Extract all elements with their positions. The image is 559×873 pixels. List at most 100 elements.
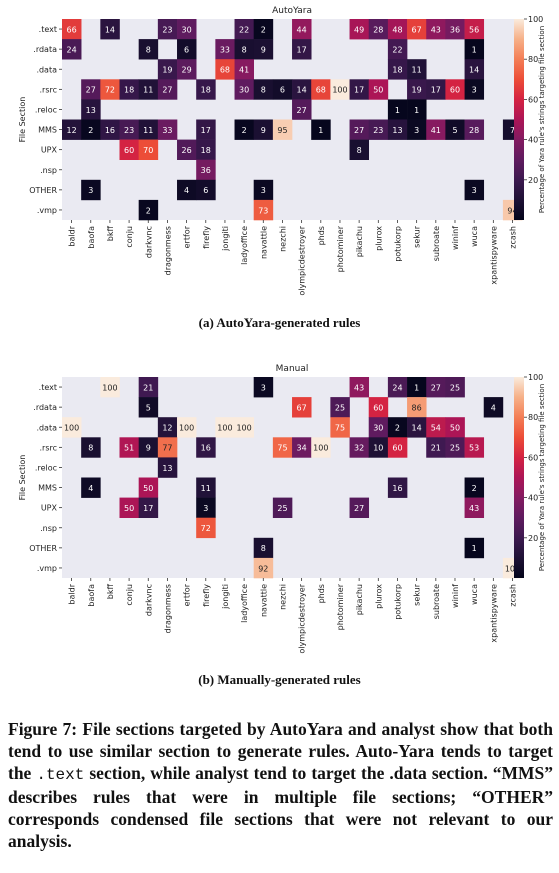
heatmap-cell-label: 14: [297, 86, 307, 95]
autoyara-heatmap-panel: 66 14 23 30 22 2 44 49 28 48 67 43 36 56 24 8 6 33 8 9 17 22 1…: [0, 0, 559, 310]
heatmap-cell-label: 8: [261, 544, 266, 553]
heatmap-cell: [177, 417, 197, 438]
heatmap-cell: [62, 119, 82, 140]
heatmap-cell: [464, 79, 485, 100]
colorbar: [514, 377, 524, 578]
y-tick-label: UPX: [41, 146, 58, 155]
heatmap-cell: [215, 59, 235, 80]
heatmap-cell: [119, 497, 139, 518]
heatmap-cell: [349, 79, 370, 100]
heatmap-cell-label: 12: [162, 424, 172, 433]
x-tick-label: bkff: [106, 226, 115, 242]
heatmap-cell-label: 14: [412, 424, 422, 433]
heatmap-cell-label: 36: [201, 166, 211, 175]
heatmap-cell-label: 36: [450, 25, 460, 34]
heatmap-cell: [119, 79, 139, 100]
heatmap-cell-label: 28: [373, 25, 383, 34]
y-tick-label: .reloc: [35, 105, 57, 114]
y-tick-label: .rsrc: [39, 443, 57, 452]
heatmap-cell: [387, 437, 408, 458]
x-tick-label: sekur: [413, 583, 422, 606]
heatmap-cell: [445, 19, 465, 40]
heatmap-cell-label: 100: [236, 424, 251, 433]
heatmap-cell: [138, 497, 159, 518]
heatmap-cell-label: 18: [124, 86, 134, 95]
heatmap-cell-label: 1: [318, 126, 323, 135]
heatmap-cell-label: 11: [201, 484, 211, 493]
heatmap-cell: [138, 437, 159, 458]
heatmap-cell-label: 32: [354, 444, 364, 453]
heatmap-cell: [196, 159, 216, 181]
heatmap-cell: [196, 79, 216, 100]
heatmap-cell: [368, 397, 389, 418]
heatmap-cell-label: 1: [414, 106, 419, 115]
heatmap-cell-label: 50: [373, 86, 383, 95]
heatmap-cell-label: 16: [392, 484, 402, 493]
heatmap-cell-label: 95: [277, 126, 287, 135]
heatmap-cell: [196, 179, 216, 201]
heatmap-cell: [464, 437, 485, 458]
x-tick-label: bkff: [106, 584, 115, 600]
heatmap-cell: [368, 417, 389, 438]
heatmap-cell: [349, 377, 370, 398]
heatmap-cell-label: 22: [239, 25, 249, 34]
heatmap-cell-label: 13: [392, 126, 402, 135]
heatmap-cell-label: 25: [450, 444, 460, 453]
heatmap-cell-label: 24: [66, 45, 76, 54]
x-tick-label: sekur: [413, 225, 422, 248]
heatmap-cell: [138, 119, 159, 140]
x-tick-label: ladyoffice: [240, 584, 249, 623]
colorbar-tick-label: 20: [528, 534, 538, 543]
heatmap-cell-label: 27: [431, 383, 441, 392]
heatmap-cell-label: 100: [505, 564, 520, 573]
x-tick-label: subroate: [432, 226, 441, 261]
heatmap-cell: [311, 437, 331, 458]
heatmap-cell: [387, 99, 408, 120]
x-tick-label: olympicdestroyer: [298, 225, 307, 295]
heatmap-cell-label: 3: [472, 186, 477, 195]
subcaption-b: (b) Manually-generated rules: [198, 672, 361, 687]
y-tick-label: .data: [36, 65, 57, 74]
figure-caption-part2: section, while analyst tend to target th…: [8, 763, 553, 851]
heatmap-cell: [368, 119, 389, 140]
heatmap-cell: [215, 417, 235, 438]
heatmap-cell: [445, 437, 465, 458]
heatmap-cell-label: 75: [335, 424, 345, 433]
heatmap-cell-label: 2: [261, 25, 266, 34]
heatmap-cell: [272, 437, 293, 458]
heatmap-cell: [483, 397, 504, 418]
heatmap-cell-label: 5: [452, 126, 457, 135]
heatmap-cell: [349, 139, 370, 160]
x-tick-label: zcash: [508, 226, 517, 249]
heatmap-background: [62, 377, 523, 578]
x-tick-label: zcash: [508, 584, 517, 607]
y-tick-label: OTHER: [29, 544, 57, 553]
colorbar-tick-label: 80: [528, 55, 538, 64]
heatmap-cell-label: 92: [258, 564, 268, 573]
heatmap-cell-label: 14: [105, 25, 115, 34]
heatmap-cell: [138, 139, 159, 160]
heatmap-cell-label: 14: [469, 66, 479, 75]
heatmap-cell-label: 27: [354, 126, 364, 135]
heatmap-cell: [157, 457, 178, 478]
manual-heatmap-panel: 100 21 3 43 24 1 27 25 5 67 25 60 86 4 100 12 100 100 100 7…: [0, 358, 559, 668]
heatmap-cell-label: 2: [88, 126, 93, 135]
colorbar-tick-label: 100: [528, 15, 543, 24]
heatmap-cell: [253, 199, 274, 221]
heatmap-cell: [62, 417, 82, 438]
heatmap-cell: [330, 417, 350, 438]
heatmap-cell-label: 54: [431, 424, 441, 433]
heatmap-cell-label: 68: [220, 66, 230, 75]
heatmap-cell: [387, 39, 408, 60]
x-tick-label: ertfor: [183, 225, 192, 248]
heatmap-cell-label: 53: [469, 444, 479, 453]
heatmap-cell: [407, 119, 427, 140]
heatmap-cell: [407, 59, 427, 80]
heatmap-cell: [138, 199, 159, 221]
heatmap-cell-label: 13: [86, 106, 96, 115]
y-axis-label: File Section: [18, 455, 27, 501]
heatmap-cell: [349, 119, 370, 140]
y-tick-label: .vmp: [37, 564, 57, 573]
heatmap-cell: [100, 79, 120, 100]
